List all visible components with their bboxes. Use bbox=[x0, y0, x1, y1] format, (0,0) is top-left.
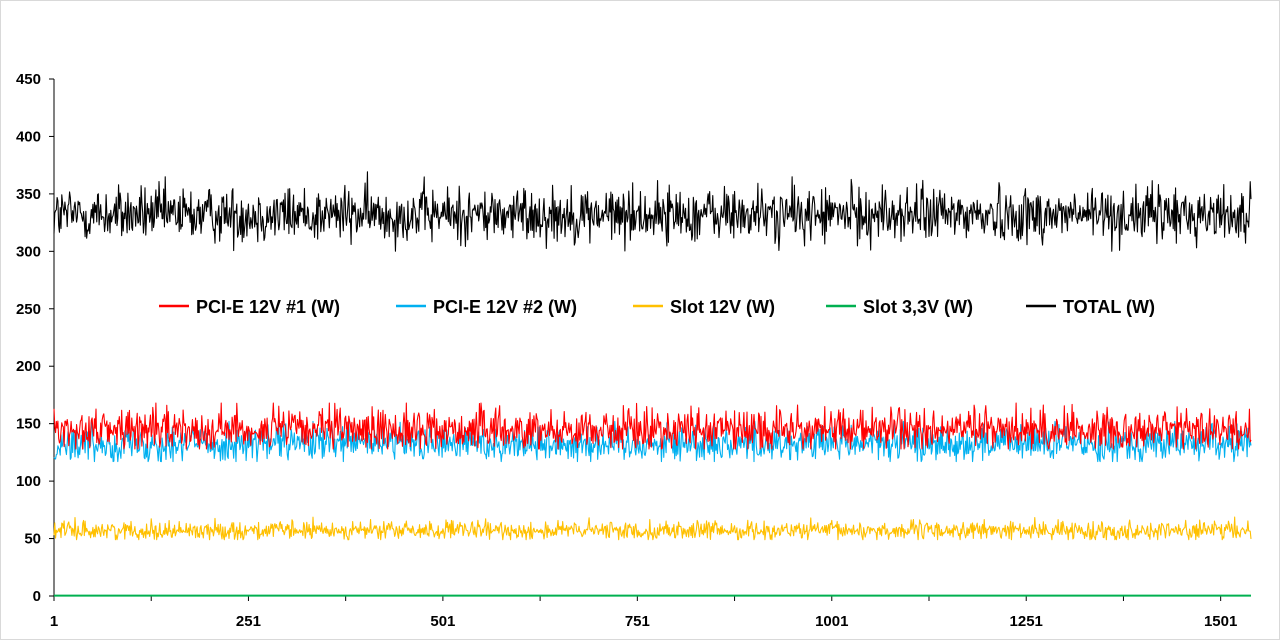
legend-label: Slot 3,3V (W) bbox=[863, 297, 973, 317]
y-tick-label: 150 bbox=[16, 416, 41, 433]
series-line-slot-12v-w- bbox=[53, 516, 1252, 541]
y-tick-label: 300 bbox=[16, 243, 41, 260]
y-tick-label: 200 bbox=[16, 358, 41, 375]
series-line-pci-e-12v-2-w- bbox=[53, 420, 1252, 463]
x-tick-label: 501 bbox=[430, 613, 455, 630]
x-tick-label: 251 bbox=[236, 613, 261, 630]
series-line-total-w- bbox=[53, 171, 1252, 252]
legend-label: PCI-E 12V #2 (W) bbox=[433, 297, 577, 317]
series-line-pci-e-12v-1-w- bbox=[53, 402, 1252, 450]
y-tick-label: 100 bbox=[16, 473, 41, 490]
x-tick-label: 1251 bbox=[1010, 613, 1043, 630]
legend-label: Slot 12V (W) bbox=[670, 297, 775, 317]
legend-label: TOTAL (W) bbox=[1063, 297, 1155, 317]
y-tick-label: 450 bbox=[16, 71, 41, 88]
x-tick-label: 1001 bbox=[815, 613, 848, 630]
x-tick-label: 1 bbox=[50, 613, 58, 630]
x-tick-label: 1501 bbox=[1204, 613, 1237, 630]
y-tick-label: 0 bbox=[33, 588, 41, 605]
y-tick-label: 350 bbox=[16, 186, 41, 203]
x-tick-label: 751 bbox=[625, 613, 650, 630]
y-tick-label: 250 bbox=[16, 301, 41, 318]
y-tick-label: 400 bbox=[16, 128, 41, 145]
legend-label: PCI-E 12V #1 (W) bbox=[196, 297, 340, 317]
y-tick-label: 50 bbox=[24, 531, 41, 548]
